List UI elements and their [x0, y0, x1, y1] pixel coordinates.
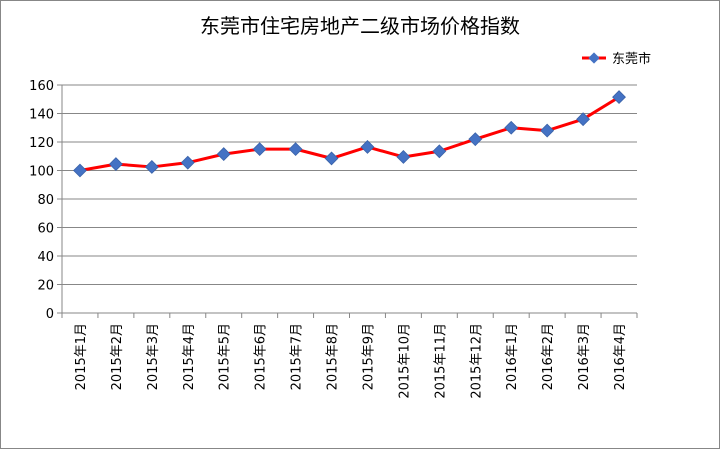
y-tick-label: 160	[29, 79, 54, 94]
series-group	[73, 90, 626, 178]
data-point	[360, 140, 375, 154]
legend: 东莞市	[582, 51, 651, 67]
data-point	[396, 150, 411, 164]
y-tick-label: 20	[37, 279, 54, 294]
y-tick-label: 60	[37, 222, 54, 237]
data-point	[324, 151, 339, 166]
y-tick-label: 80	[37, 193, 54, 208]
data-point	[540, 123, 555, 138]
data-point	[432, 144, 447, 159]
data-point	[216, 147, 231, 162]
x-tick-label: 2016年1月	[505, 323, 520, 390]
data-point	[576, 112, 591, 127]
y-tick-label: 140	[29, 108, 54, 123]
x-tick-label: 2015年1月	[74, 323, 89, 390]
y-tick-label: 120	[29, 136, 54, 151]
x-tick-label: 2015年11月	[433, 323, 448, 399]
x-tick-label: 2015年7月	[290, 323, 305, 390]
series-line	[79, 95, 620, 172]
legend-label: 东莞市	[612, 51, 651, 67]
data-point	[612, 90, 626, 105]
chart-title: 东莞市住宅房地产二级市场价格指数	[200, 14, 520, 38]
x-tick-label: 2015年12月	[469, 323, 484, 399]
y-tick-label: 100	[29, 165, 54, 180]
x-tick-label: 2015年10月	[397, 323, 412, 399]
y-axis: 0 20 40 60 80 100 120 140 160	[29, 79, 63, 322]
data-point	[504, 120, 519, 135]
x-tick-label: 2015年3月	[146, 323, 161, 390]
x-tick-label: 2015年4月	[182, 323, 197, 390]
data-point	[108, 157, 123, 172]
data-point	[252, 142, 267, 157]
data-point	[468, 132, 483, 147]
gridlines	[62, 84, 637, 285]
x-tick-label: 2015年8月	[326, 323, 341, 390]
data-point	[144, 160, 159, 174]
x-tick-label: 2016年4月	[613, 323, 628, 390]
x-tick-label: 2016年3月	[577, 323, 592, 390]
x-tick-label: 2016年2月	[541, 323, 556, 390]
y-tick-label: 40	[37, 250, 54, 265]
data-point	[180, 155, 195, 170]
y-tick-label: 0	[46, 307, 54, 322]
x-axis: 2015年1月 2015年2月 2015年3月 2015年4月 2015年5月 2015年…	[61, 312, 638, 399]
legend-marker	[588, 52, 600, 64]
x-tick-label: 2015年2月	[110, 323, 125, 390]
data-point	[288, 142, 303, 157]
data-point	[73, 163, 87, 178]
x-tick-label: 2015年6月	[254, 323, 269, 390]
x-tick-label: 2015年5月	[218, 323, 233, 390]
x-tick-label: 2015年9月	[361, 323, 376, 390]
